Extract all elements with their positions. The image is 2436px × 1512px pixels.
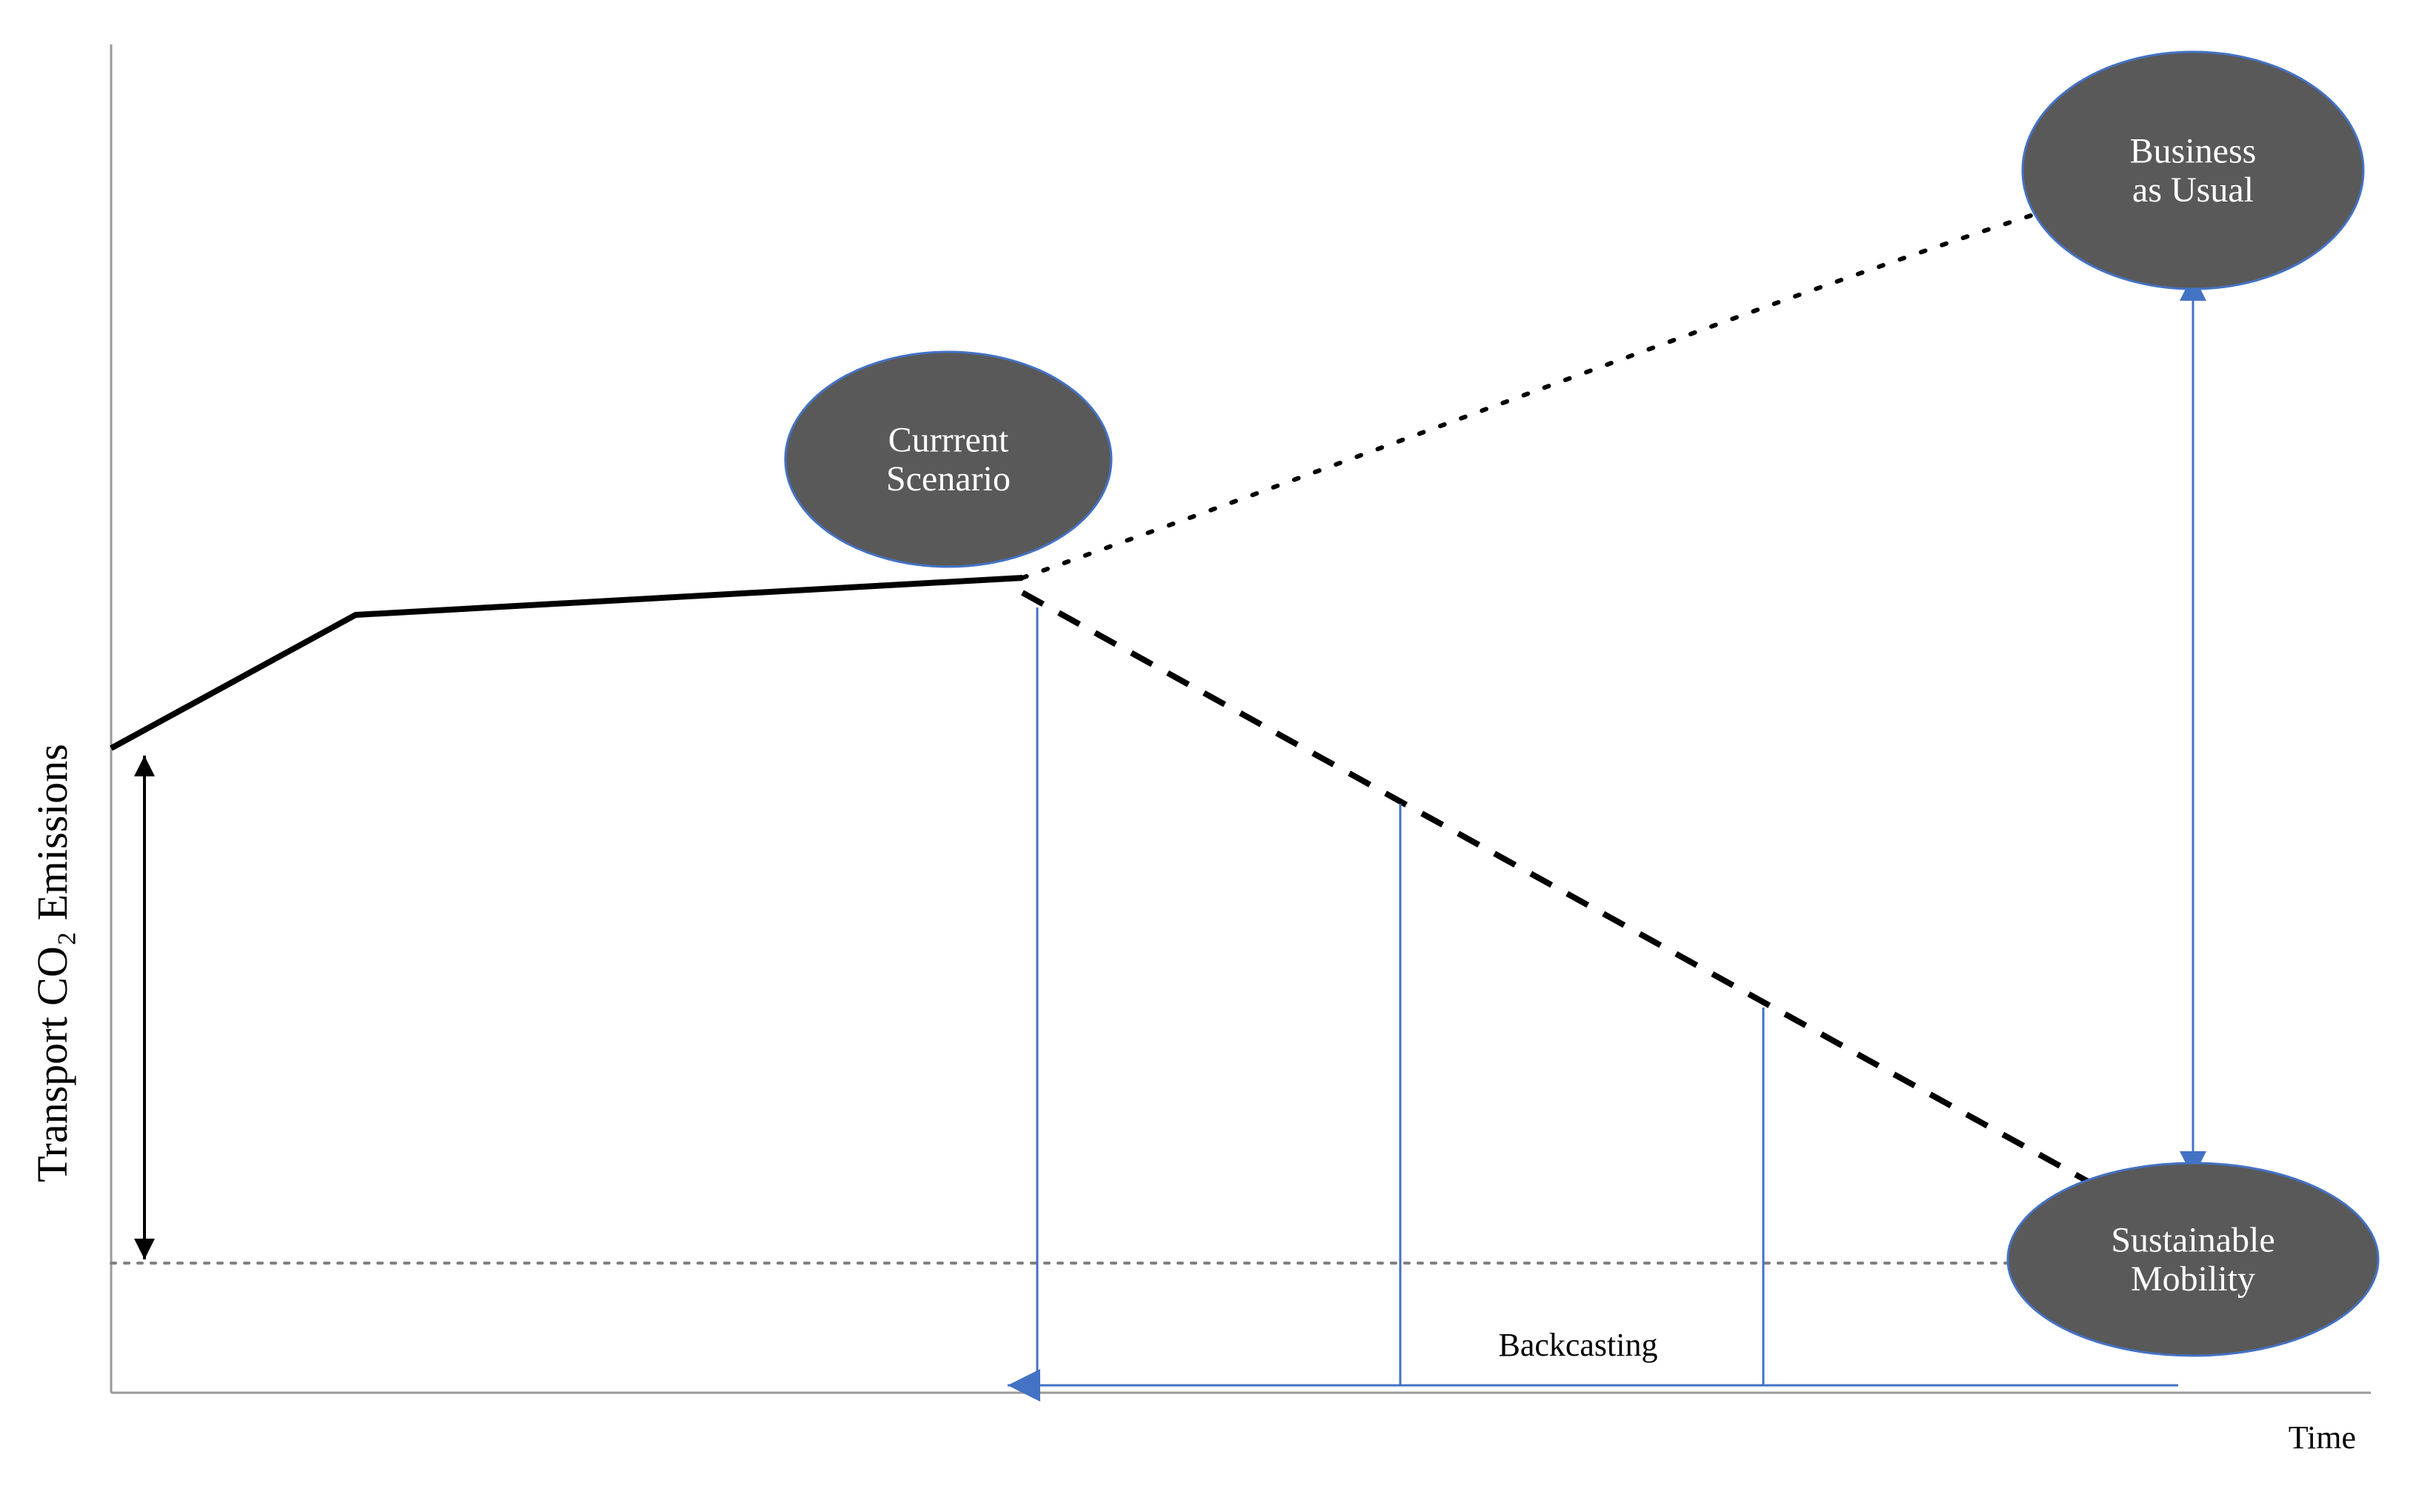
diagram-svg: Transport CO₂ Emissions Time Backcasting Cu… xyxy=(0,0,2436,1512)
sustainable-label-line1: Sustainable xyxy=(2111,1220,2274,1259)
sustainable-dashed-line xyxy=(1022,593,2149,1215)
backcasting-label: Backcasting xyxy=(1498,1327,1657,1363)
bau-node: Businessas Usual xyxy=(2023,52,2363,289)
y-axis-label: Transport CO₂ Emissions xyxy=(28,744,76,1182)
bau-label-line1: Business xyxy=(2130,131,2257,170)
sustainable-label-line2: Mobility xyxy=(2131,1259,2255,1299)
bau-dotted-line xyxy=(1022,184,2134,578)
bau-label-line2: as Usual xyxy=(2132,170,2254,210)
sustainable-node: SustainableMobility xyxy=(2008,1163,2378,1356)
x-axis-label: Time xyxy=(2289,1419,2356,1456)
diagram-container: Transport CO₂ Emissions Time Backcasting Cu… xyxy=(0,0,2436,1512)
current-node: CurrrentScenario xyxy=(785,352,1111,567)
current-label-line1: Currrent xyxy=(888,420,1009,459)
current-label-line2: Scenario xyxy=(886,459,1011,499)
historical-line xyxy=(111,578,1022,748)
